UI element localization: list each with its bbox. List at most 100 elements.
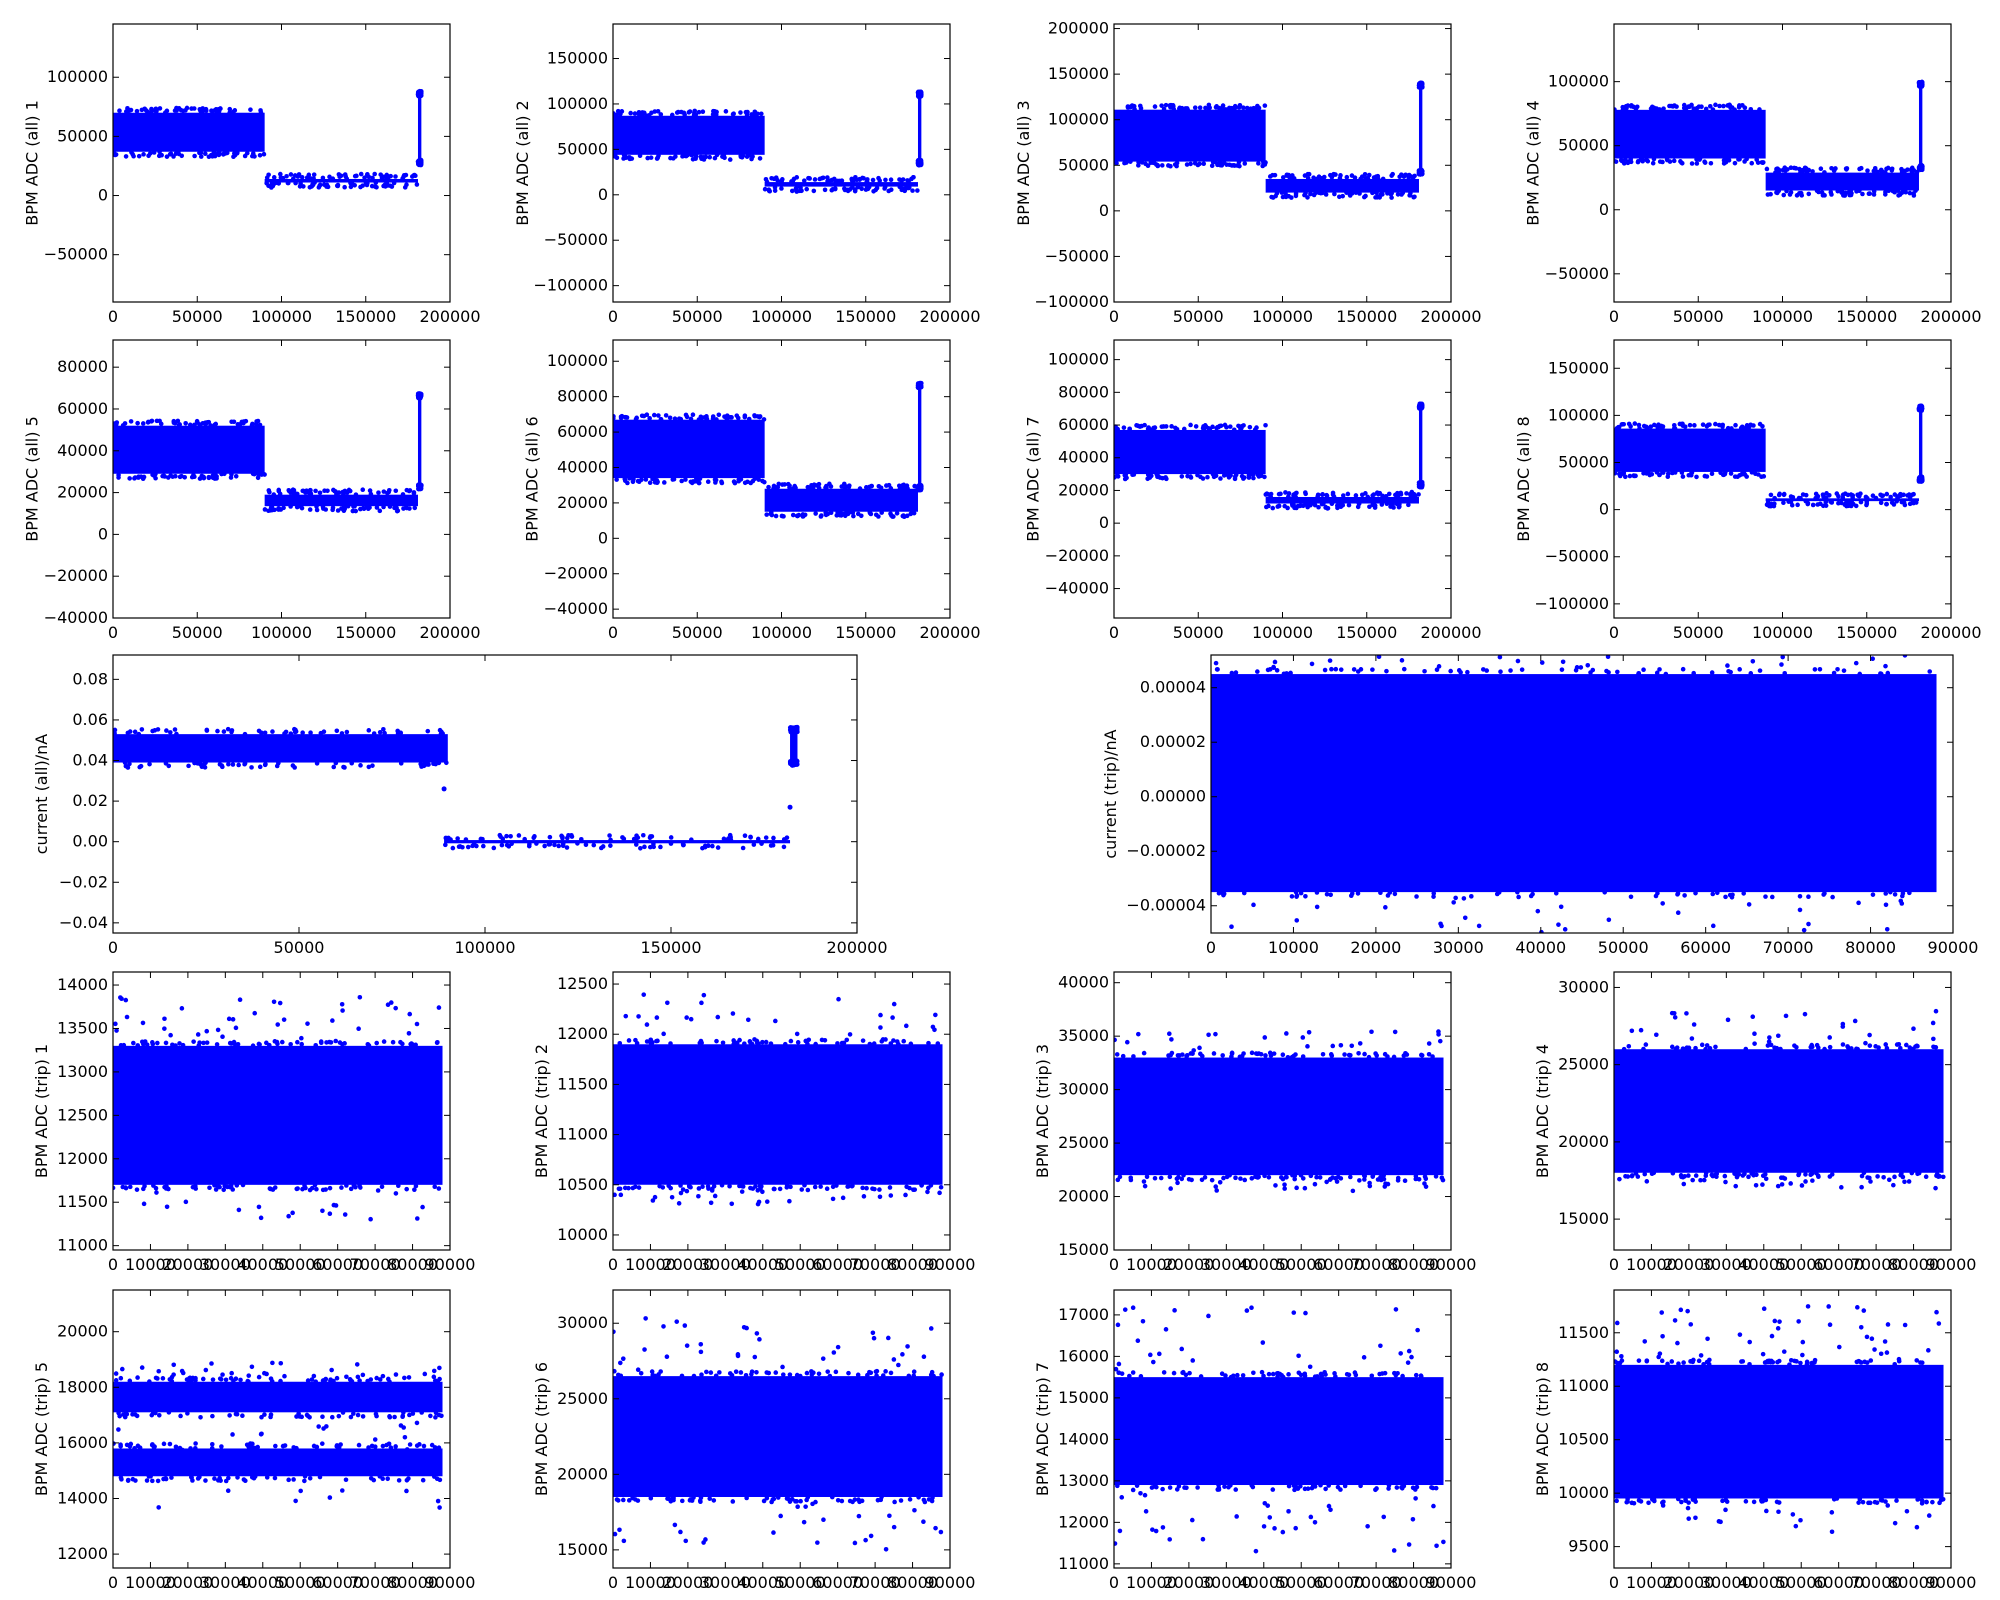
point bbox=[1451, 900, 1456, 905]
point bbox=[130, 1476, 136, 1482]
point bbox=[1699, 1042, 1705, 1048]
point-band-2 bbox=[764, 488, 918, 512]
point bbox=[1220, 1053, 1225, 1058]
point bbox=[1694, 105, 1700, 111]
point bbox=[154, 1190, 159, 1195]
point bbox=[663, 413, 669, 418]
point bbox=[658, 844, 663, 850]
point bbox=[1605, 655, 1611, 660]
point bbox=[1371, 175, 1377, 180]
point bbox=[762, 186, 768, 192]
point bbox=[782, 1041, 788, 1047]
point bbox=[648, 155, 654, 160]
point bbox=[1423, 1176, 1429, 1182]
point bbox=[835, 178, 840, 184]
point bbox=[1856, 900, 1861, 906]
point bbox=[270, 729, 275, 734]
point bbox=[334, 728, 340, 734]
point bbox=[651, 841, 656, 847]
point bbox=[756, 477, 762, 482]
point bbox=[1835, 188, 1841, 194]
point bbox=[727, 1371, 733, 1376]
point bbox=[1195, 472, 1200, 478]
point bbox=[930, 1495, 935, 1501]
point bbox=[419, 764, 424, 769]
y-tick-label: 0 bbox=[1599, 500, 1609, 519]
point bbox=[124, 1442, 130, 1448]
point bbox=[1433, 1174, 1439, 1179]
point bbox=[1266, 503, 1271, 509]
point bbox=[689, 152, 694, 158]
point bbox=[851, 513, 856, 519]
point bbox=[855, 511, 861, 517]
point bbox=[696, 1193, 701, 1199]
point bbox=[779, 513, 785, 519]
point bbox=[644, 412, 650, 418]
point bbox=[1362, 1051, 1367, 1057]
point bbox=[119, 1366, 125, 1372]
point bbox=[1910, 169, 1915, 175]
point bbox=[331, 764, 337, 770]
point bbox=[1671, 1010, 1677, 1016]
point bbox=[288, 1041, 293, 1047]
point bbox=[526, 843, 532, 849]
point bbox=[378, 172, 384, 177]
point bbox=[698, 414, 704, 420]
point bbox=[897, 177, 902, 182]
point bbox=[709, 1188, 715, 1193]
y-tick-label: 10000 bbox=[557, 1225, 608, 1244]
point bbox=[1788, 165, 1794, 170]
point bbox=[1263, 1053, 1268, 1058]
point bbox=[282, 1373, 287, 1379]
point bbox=[825, 511, 831, 517]
point bbox=[847, 1032, 853, 1037]
point bbox=[1239, 473, 1245, 479]
point bbox=[432, 1445, 438, 1450]
point bbox=[771, 176, 777, 182]
point bbox=[1643, 1042, 1649, 1047]
point bbox=[688, 479, 694, 485]
point bbox=[741, 1324, 747, 1330]
point bbox=[834, 513, 840, 518]
point bbox=[715, 1014, 721, 1020]
point bbox=[302, 1183, 307, 1189]
point bbox=[321, 182, 327, 187]
subplot-15: 0 100002000030000400005000060000700008000… bbox=[32, 1289, 475, 1592]
point bbox=[357, 994, 363, 1000]
point bbox=[1407, 193, 1412, 198]
point bbox=[368, 1377, 374, 1382]
point bbox=[223, 1377, 229, 1383]
point bbox=[700, 1184, 705, 1190]
point bbox=[1273, 1183, 1278, 1188]
point-band-3 bbox=[1418, 408, 1423, 483]
point bbox=[321, 1426, 326, 1431]
subplot-12: 0 100002000030000400005000060000700008000… bbox=[532, 971, 975, 1274]
point bbox=[768, 1041, 774, 1046]
point bbox=[1189, 1177, 1194, 1183]
point bbox=[789, 179, 794, 184]
point bbox=[621, 152, 627, 158]
point bbox=[1713, 102, 1718, 108]
point bbox=[1844, 166, 1850, 171]
point bbox=[531, 835, 537, 841]
point bbox=[394, 508, 400, 514]
point bbox=[366, 174, 372, 180]
y-tick-label: 30000 bbox=[1558, 977, 1609, 996]
point bbox=[428, 1413, 433, 1419]
point bbox=[443, 835, 449, 841]
y-axis-label: BPM ADC (trip) 2 bbox=[532, 1044, 551, 1178]
point bbox=[910, 188, 915, 193]
point bbox=[1933, 1008, 1939, 1014]
point bbox=[728, 415, 733, 420]
point bbox=[1275, 504, 1281, 509]
x-tick-label: 150000 bbox=[335, 307, 396, 326]
y-tick-label: 0 bbox=[98, 186, 108, 205]
point bbox=[278, 171, 283, 177]
point bbox=[1729, 426, 1734, 431]
point-band-1 bbox=[613, 115, 765, 155]
point bbox=[1263, 422, 1268, 428]
point bbox=[333, 489, 338, 494]
point bbox=[678, 1529, 683, 1535]
point bbox=[1746, 1174, 1751, 1180]
point bbox=[1909, 1170, 1915, 1176]
